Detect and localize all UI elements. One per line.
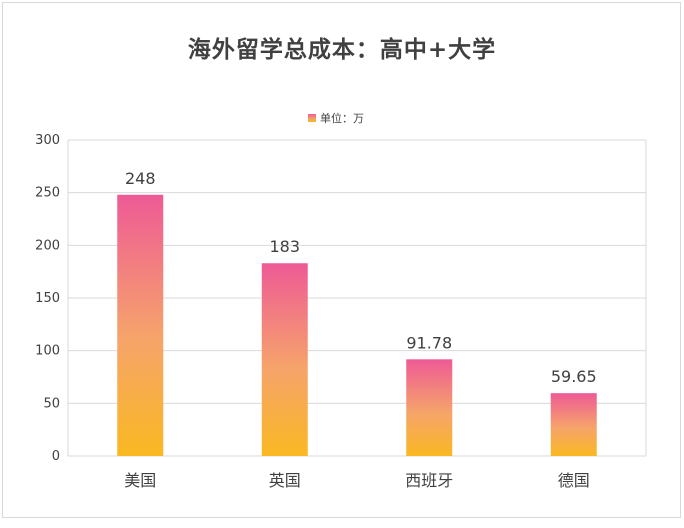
bar: [261, 263, 308, 456]
y-tick-label: 0: [52, 449, 60, 464]
data-label: 248: [125, 169, 156, 188]
chart-title: 海外留学总成本：高中+大学: [187, 37, 497, 63]
y-axis: 0 50 100 150 200 250 300: [35, 133, 647, 464]
x-axis: 美国 英国 西班牙 德国: [124, 471, 590, 490]
bars: [117, 194, 597, 457]
y-tick-label: 300: [35, 133, 60, 148]
category-label: 德国: [558, 471, 590, 490]
y-tick-label: 50: [43, 396, 60, 411]
data-label: 91.78: [406, 333, 452, 352]
category-label: 美国: [124, 471, 156, 490]
category-label: 英国: [269, 471, 301, 490]
y-tick-label: 250: [35, 186, 60, 201]
gridlines: [68, 139, 646, 457]
bar: [550, 393, 597, 456]
data-label: 183: [269, 237, 300, 256]
bar: [406, 359, 453, 456]
category-label: 西班牙: [405, 471, 453, 490]
data-label: 59.65: [551, 367, 597, 386]
y-tick-label: 100: [35, 344, 60, 359]
legend: 单位：万: [308, 110, 364, 126]
bar: [117, 194, 164, 457]
y-tick-label: 150: [35, 291, 60, 306]
legend-swatch: [308, 114, 316, 122]
data-labels: 248 183 91.78 59.65: [125, 169, 597, 386]
legend-label: 单位：万: [320, 112, 364, 125]
y-tick-label: 200: [35, 238, 60, 253]
